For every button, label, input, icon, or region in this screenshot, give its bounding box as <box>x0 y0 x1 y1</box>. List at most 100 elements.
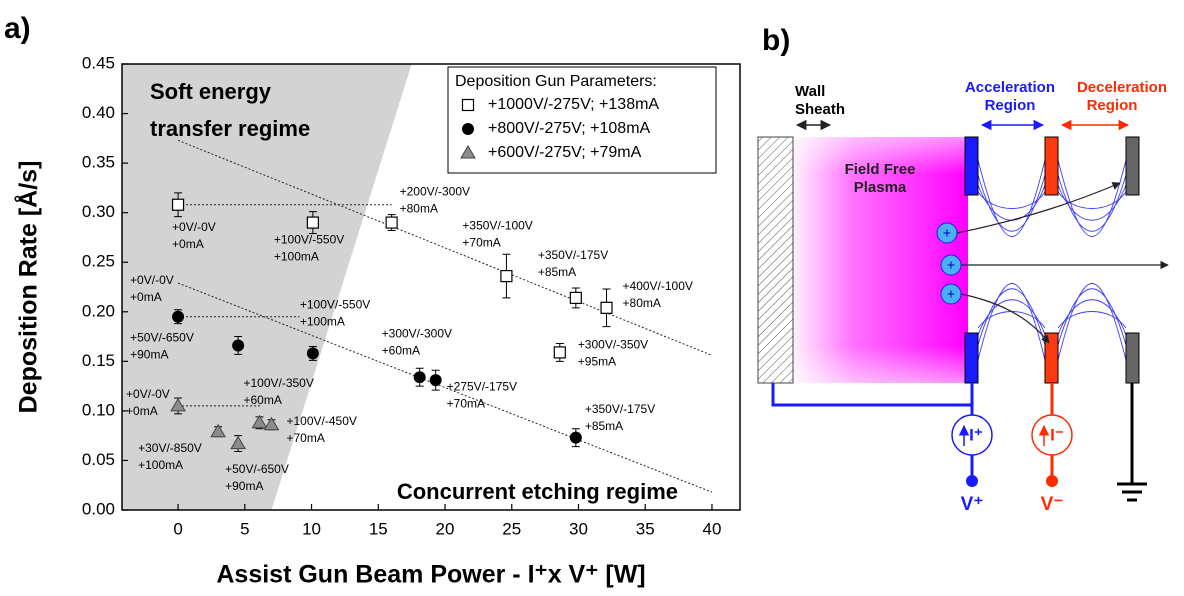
terminal <box>1046 475 1058 487</box>
point-label: +80mA <box>400 202 438 216</box>
deceleration-label: Deceleration <box>1077 79 1167 96</box>
x-tick-label: 0 <box>173 519 182 538</box>
point-label: +95mA <box>578 355 616 369</box>
acceleration-label: Acceleration <box>965 79 1055 96</box>
deceleration-label: Region <box>1087 97 1138 114</box>
point-label: +50V/-650V <box>225 462 289 476</box>
marker <box>232 339 245 352</box>
marker <box>251 414 268 429</box>
point-label: +90mA <box>130 348 168 362</box>
region-label: transfer regime <box>150 116 310 141</box>
y-tick-label: 0.45 <box>82 53 115 72</box>
point-label: +0mA <box>130 290 162 304</box>
ion-sign: + <box>947 257 955 273</box>
ground-electrode <box>1125 332 1140 384</box>
marker <box>553 346 566 359</box>
point-label: +100V/-450V <box>286 414 356 428</box>
point-label: +100mA <box>274 250 319 264</box>
x-tick-label: 5 <box>240 519 249 538</box>
point-label: +85mA <box>538 265 576 279</box>
point-label: +350V/-100V <box>462 218 532 232</box>
ion <box>936 222 958 244</box>
y-axis-label: Deposition Rate [Å/s] <box>14 161 43 414</box>
ion-path <box>956 182 1121 234</box>
point-label: +275V/-175V <box>447 379 517 393</box>
y-tick-label: 0.35 <box>82 153 115 172</box>
marker <box>429 374 442 387</box>
voltage-label: V⁺ <box>961 494 984 515</box>
point-label: +300V/-300V <box>382 326 452 340</box>
ion-path <box>960 293 1050 344</box>
wall <box>757 136 794 384</box>
point-label: +80mA <box>623 296 661 310</box>
plasma-label: Field Free <box>845 161 916 178</box>
legend-label: +600V/-275V; +79mA <box>488 144 642 161</box>
point-label: +300V/-350V <box>578 338 648 352</box>
acceleration-electrode <box>964 136 979 196</box>
point-label: +0mA <box>126 404 158 418</box>
marker <box>600 301 613 314</box>
plasma-fade <box>793 137 968 383</box>
current-label: I⁺ <box>969 425 983 444</box>
point-label: +100V/-550V <box>274 233 344 247</box>
ion-sign: + <box>947 286 955 302</box>
legend-box <box>447 66 717 174</box>
ion-sign: + <box>943 225 951 241</box>
y-tick-label: 0.20 <box>82 301 115 320</box>
marker <box>385 216 398 229</box>
point-label: +60mA <box>243 393 281 407</box>
region-label: Concurrent etching regime <box>397 479 678 504</box>
ion <box>940 283 962 305</box>
voltage-label: V⁻ <box>1041 494 1064 515</box>
point-label: +350V/-175V <box>585 402 655 416</box>
marker <box>210 423 226 438</box>
marker <box>172 310 185 323</box>
x-axis-label: Assist Gun Beam Power - I⁺x V⁺ [W] <box>216 561 645 589</box>
point-label: +70mA <box>462 235 500 249</box>
point-label: +30V/-850V <box>138 441 202 455</box>
marker <box>306 347 319 360</box>
marker <box>413 371 426 384</box>
acceleration-electrode <box>964 332 979 384</box>
point-label: +90mA <box>225 479 263 493</box>
current-label: I⁻ <box>1050 425 1064 444</box>
diagram-b: b) Field Free Plasma Wall Sheath Acceler… <box>757 24 1169 515</box>
point-label: +350V/-175V <box>538 248 608 262</box>
point-label: +400V/-100V <box>623 279 693 293</box>
plot-frame <box>121 63 741 511</box>
y-tick-label: 0.25 <box>82 252 115 271</box>
point-label: +200V/-300V <box>400 185 470 199</box>
point-label: +60mA <box>382 343 420 357</box>
point-label: +100mA <box>138 458 183 472</box>
legend-marker <box>461 98 475 112</box>
y-tick-label: 0.10 <box>82 400 115 419</box>
plot-a: Soft energy transfer regime Concurrent etc… <box>4 12 741 589</box>
point-label: +70mA <box>286 431 324 445</box>
point-label: +100V/-350V <box>243 376 313 390</box>
marker <box>569 291 582 305</box>
shaded-region <box>122 64 412 510</box>
point-label: +0mA <box>172 237 204 251</box>
panel-label: a) <box>4 12 31 45</box>
marker <box>171 198 185 211</box>
x-tick-label: 25 <box>502 519 521 538</box>
point-label: +50V/-650V <box>130 331 194 345</box>
terminal <box>966 475 978 487</box>
point-label: +100mA <box>300 315 345 329</box>
dashed-line <box>177 282 713 493</box>
x-tick-label: 20 <box>436 519 455 538</box>
field-lines <box>977 159 1127 361</box>
y-tick-label: 0.05 <box>82 450 115 469</box>
legend-label: +1000V/-275V; +138mA <box>488 96 659 113</box>
marker <box>306 216 319 229</box>
x-tick-label: 40 <box>703 519 722 538</box>
y-tick-label: 0.00 <box>82 499 115 518</box>
marker <box>500 269 513 283</box>
panel-label: b) <box>762 24 790 57</box>
y-tick-label: 0.30 <box>82 202 115 221</box>
point-label: +0V/-0V <box>172 220 216 234</box>
deceleration-electrode <box>1044 136 1059 196</box>
legend-label: +800V/-275V; +108mA <box>488 120 651 137</box>
marker <box>569 431 582 444</box>
point-label: +85mA <box>585 419 623 433</box>
